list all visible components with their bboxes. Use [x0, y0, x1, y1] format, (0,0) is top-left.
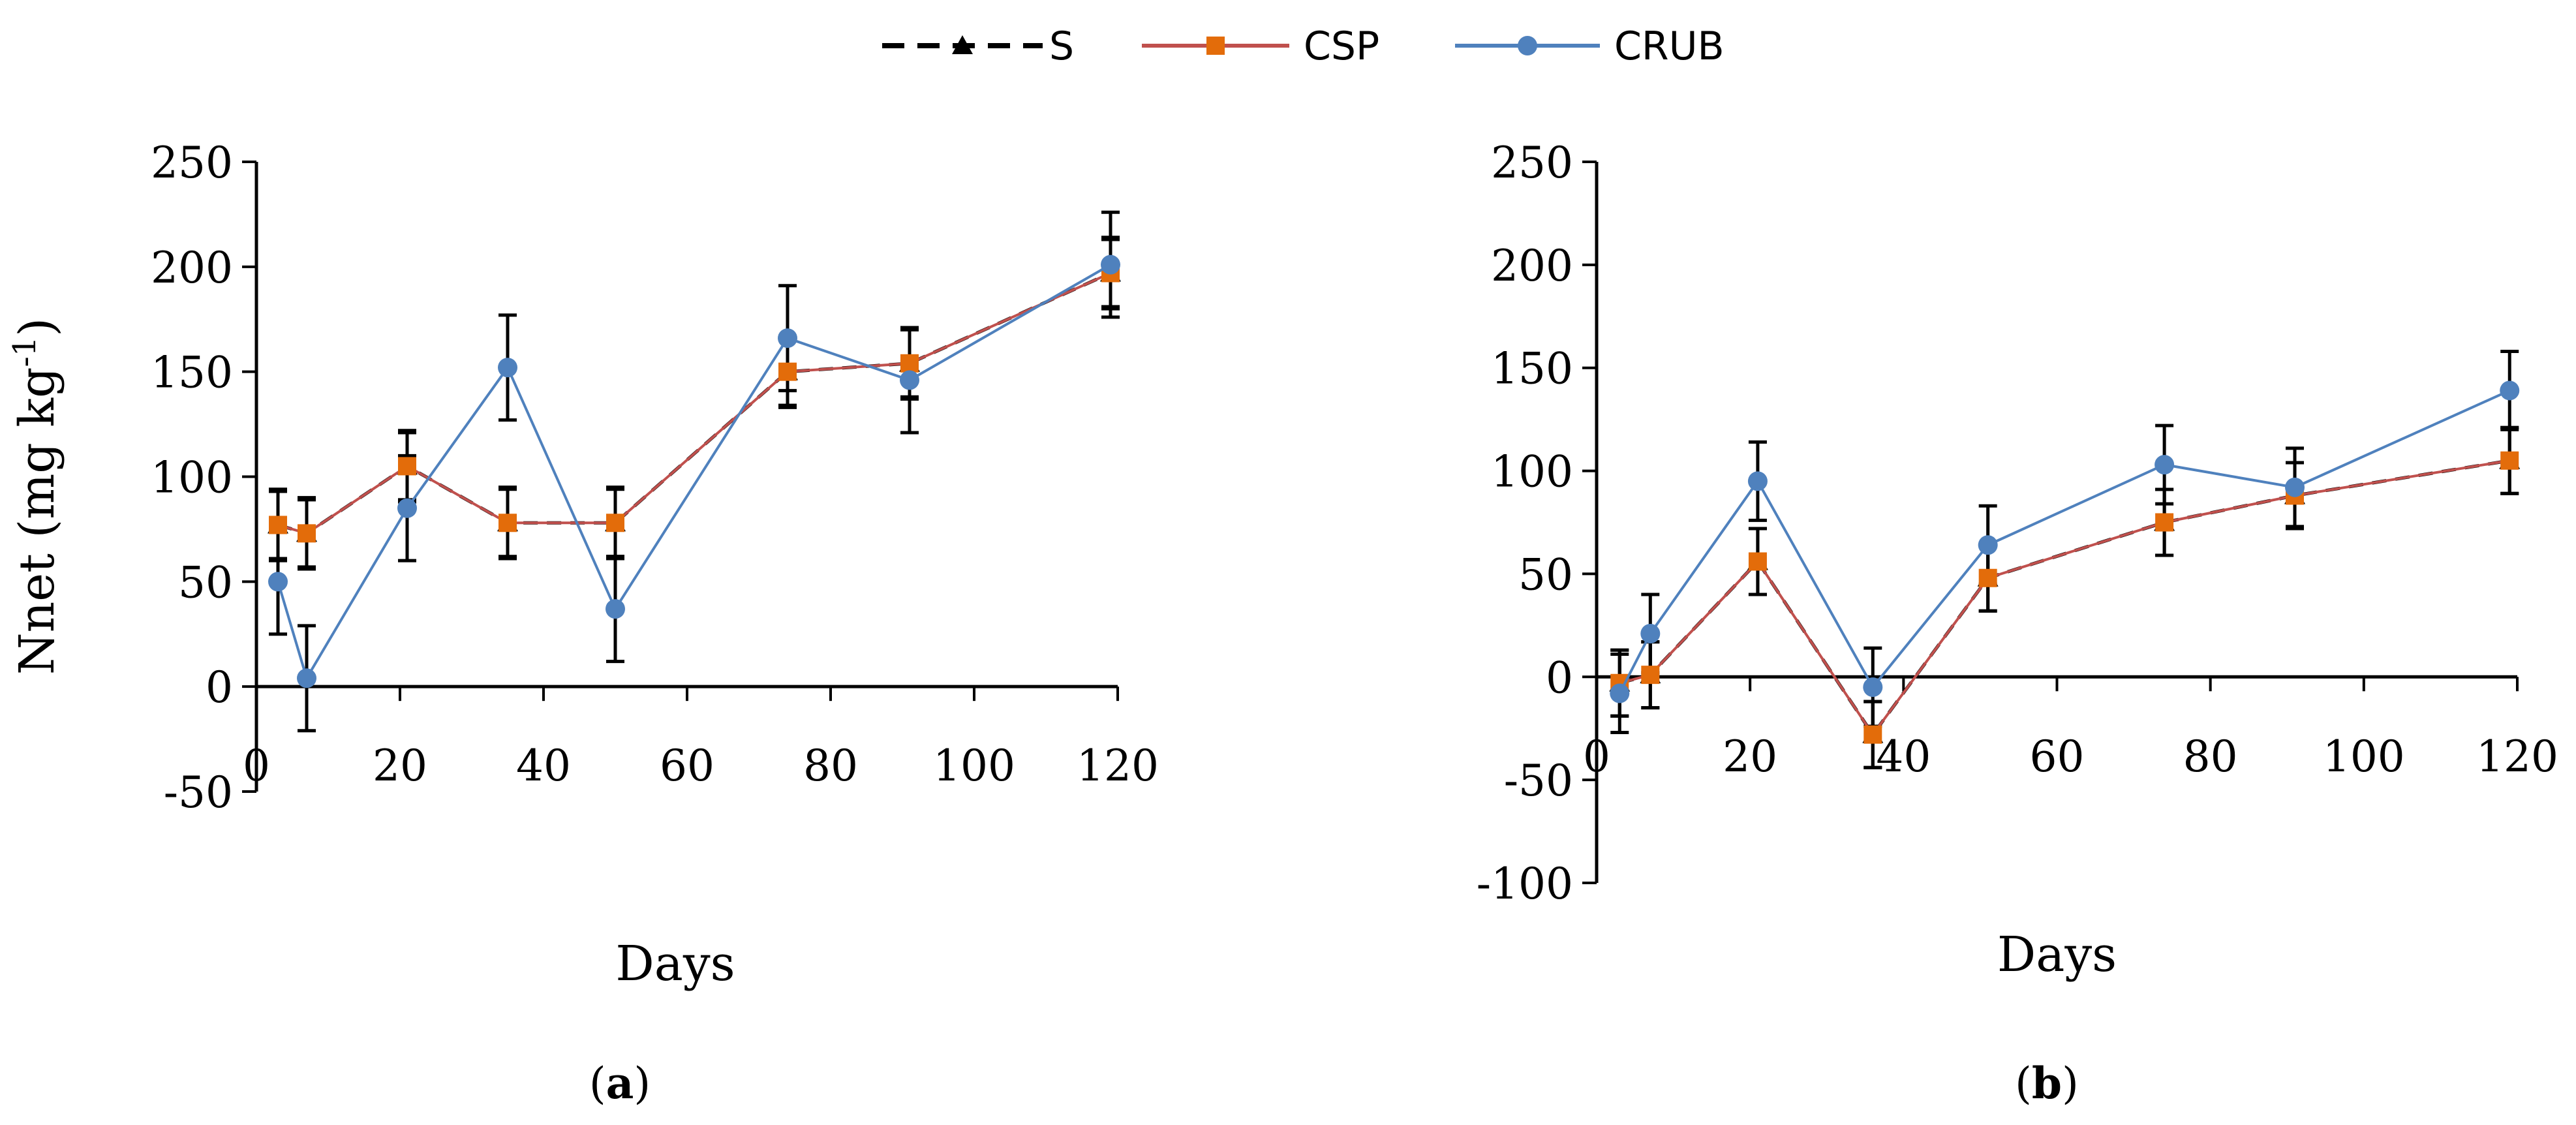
data-point-csp	[269, 516, 287, 534]
y-tick-label: -100	[1477, 859, 1573, 909]
series-line-crub	[1618, 389, 2511, 694]
data-point-crub	[1863, 677, 1883, 698]
panel-caption: (a)	[589, 1058, 651, 1109]
data-point-crub	[1610, 683, 1630, 703]
x-tick-label: 120	[1077, 741, 1159, 791]
data-point-csp	[498, 514, 517, 532]
y-axis-label: Nnet (mg kg-1)	[7, 318, 65, 675]
legend-marker-csp	[1206, 37, 1225, 55]
data-point-crub	[268, 572, 288, 592]
y-tick-label: 250	[1491, 138, 1573, 188]
caption-close-paren: )	[634, 1058, 651, 1109]
y-tick-label: -50	[164, 767, 233, 818]
y-tick-label: 150	[1491, 344, 1573, 394]
x-tick-label: 20	[1723, 732, 1777, 782]
y-axis-label-close: )	[9, 318, 65, 337]
legend-label-csp: CSP	[1304, 23, 1379, 69]
panel-caption: (b)	[2015, 1058, 2079, 1109]
y-tick-label: 50	[1518, 549, 1573, 600]
legend: S CSP CRUB	[882, 23, 1725, 69]
x-tick-label: 0	[1583, 732, 1610, 782]
data-point-crub	[1978, 535, 1998, 555]
data-point-crub	[900, 370, 919, 390]
y-tick-label: -50	[1504, 756, 1573, 806]
x-tick-label: 80	[803, 741, 858, 791]
data-point-crub	[606, 599, 625, 619]
data-point-crub	[397, 498, 417, 518]
x-tick-label: 100	[933, 741, 1015, 791]
data-point-crub	[2285, 477, 2305, 497]
data-point-crub	[1640, 623, 1661, 643]
y-tick-label: 50	[178, 557, 233, 608]
y-tick-label: 150	[151, 348, 233, 398]
x-tick-label: 120	[2476, 732, 2558, 782]
data-point-crub	[1747, 471, 1768, 491]
series-line-s	[1619, 459, 2510, 738]
legend-marker-s	[952, 35, 973, 54]
caption-open-paren: (	[589, 1058, 606, 1109]
series-line-csp	[277, 271, 1111, 535]
y-axis-label-superscript: -1	[7, 337, 43, 367]
data-point-csp	[778, 362, 797, 381]
series-line-csp	[1619, 459, 2510, 737]
y-tick-label: 0	[206, 662, 233, 713]
caption-letter: b	[2032, 1058, 2062, 1109]
y-tick-label: 100	[151, 453, 233, 503]
data-point-crub	[498, 358, 517, 378]
data-point-crub	[2500, 380, 2520, 401]
x-tick-label: 40	[516, 741, 571, 791]
x-axis-label: Days	[615, 936, 735, 992]
x-axis-label: Days	[1997, 927, 2117, 983]
x-tick-label: 60	[660, 741, 714, 791]
data-point-csp	[1863, 725, 1882, 744]
caption-letter: a	[606, 1058, 634, 1109]
x-tick-label: 100	[2323, 732, 2405, 782]
x-tick-label: 60	[2030, 732, 2085, 782]
legend-marker-crub	[1518, 36, 1537, 55]
data-point-csp	[2155, 513, 2174, 532]
y-tick-label: 100	[1491, 447, 1573, 497]
x-tick-label: 80	[2183, 732, 2238, 782]
data-point-crub	[778, 328, 797, 348]
data-point-csp	[1641, 666, 1660, 685]
data-point-csp	[298, 524, 316, 543]
y-tick-label: 250	[151, 138, 233, 188]
x-tick-label: 20	[373, 741, 427, 791]
series-line-crub	[277, 263, 1111, 682]
x-tick-label: 0	[243, 741, 270, 791]
data-point-csp	[1978, 568, 1997, 587]
data-point-csp	[398, 457, 416, 476]
data-point-crub	[1101, 254, 1120, 275]
y-tick-label: 200	[1491, 241, 1573, 291]
legend-label-s: S	[1049, 23, 1074, 69]
x-tick-label: 40	[1876, 732, 1931, 782]
y-tick-label: 200	[151, 243, 233, 293]
legend-label-crub: CRUB	[1614, 23, 1725, 69]
y-tick-label: 0	[1546, 653, 1573, 703]
caption-open-paren: (	[2015, 1058, 2032, 1109]
data-point-csp	[900, 354, 919, 373]
data-point-csp	[606, 514, 624, 532]
series-line-s	[277, 271, 1112, 536]
data-point-crub	[297, 668, 316, 688]
data-point-crub	[2154, 455, 2175, 475]
y-axis-label-main: Nnet (mg kg	[9, 367, 65, 675]
caption-close-paren: )	[2062, 1058, 2079, 1109]
data-point-csp	[1748, 552, 1767, 571]
data-point-csp	[2500, 451, 2519, 470]
